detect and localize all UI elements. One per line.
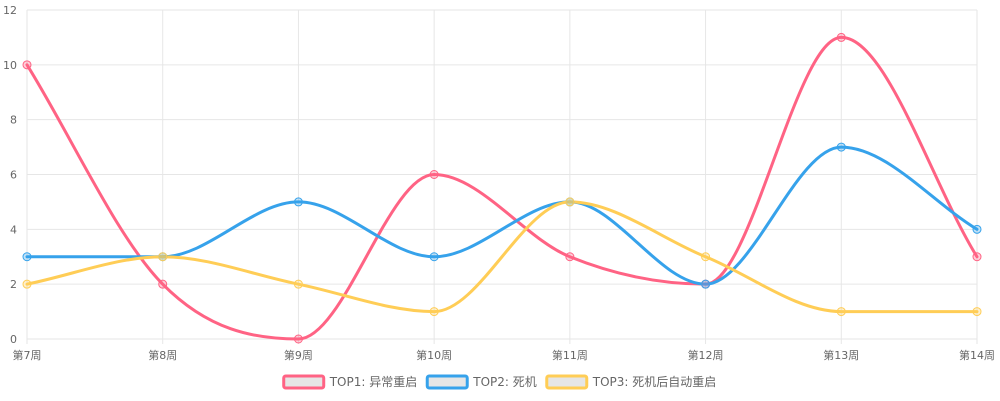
y-tick-label: 12 bbox=[3, 4, 17, 17]
data-point-series-3 bbox=[836, 307, 846, 317]
series-line-2 bbox=[25, 145, 979, 286]
legend-swatch-2 bbox=[425, 374, 469, 390]
data-point-series-1 bbox=[972, 252, 982, 262]
data-point-series-3 bbox=[701, 252, 711, 262]
data-point-series-1 bbox=[429, 170, 439, 179]
x-tick-label: 第7周 bbox=[13, 348, 42, 362]
x-axis-ticks: 第7周 第8周 第9周 第10周 第11周 第12周 第13周 第14周 bbox=[13, 348, 996, 362]
legend-label-2: TOP2: 死机 bbox=[472, 375, 537, 389]
y-tick-label: 4 bbox=[10, 223, 17, 236]
data-point-series-2 bbox=[836, 142, 846, 152]
series-layer bbox=[22, 32, 982, 344]
data-point-series-1 bbox=[836, 32, 846, 42]
data-point-series-3 bbox=[429, 307, 439, 317]
legend-swatch-1 bbox=[282, 374, 326, 390]
data-point-series-1 bbox=[158, 279, 168, 289]
data-point-series-2 bbox=[293, 197, 303, 207]
legend-swatch-3 bbox=[545, 374, 589, 390]
grid-layer bbox=[26, 9, 978, 344]
y-tick-label: 0 bbox=[10, 333, 17, 346]
legend-label-1: TOP1: 异常重启 bbox=[329, 375, 418, 389]
data-point-series-3 bbox=[565, 197, 575, 207]
y-tick-label: 10 bbox=[3, 59, 17, 72]
legend-label-3: TOP3: 死机后自动重启 bbox=[592, 375, 717, 389]
data-point-series-2 bbox=[972, 224, 982, 234]
data-point-series-2 bbox=[22, 252, 32, 262]
legend: TOP1: 异常重启 TOP2: 死机 TOP3: 死机后自动重启 bbox=[282, 374, 717, 390]
data-point-series-2 bbox=[701, 279, 711, 289]
data-point-series-1 bbox=[22, 60, 32, 70]
data-point-series-3 bbox=[158, 252, 168, 262]
data-point-series-1 bbox=[293, 334, 303, 344]
x-tick-label: 第14周 bbox=[959, 348, 995, 362]
y-tick-label: 6 bbox=[10, 169, 17, 182]
y-axis-ticks: 0 2 4 6 8 10 12 bbox=[3, 4, 17, 346]
data-point-series-2 bbox=[429, 252, 439, 262]
y-tick-label: 8 bbox=[10, 114, 17, 127]
data-point-series-1 bbox=[565, 252, 575, 262]
x-tick-label: 第11周 bbox=[552, 348, 588, 362]
data-point-series-3 bbox=[22, 279, 32, 289]
x-tick-label: 第13周 bbox=[823, 348, 859, 362]
x-tick-label: 第10周 bbox=[416, 348, 452, 362]
data-point-series-3 bbox=[972, 307, 982, 317]
y-tick-label: 2 bbox=[10, 278, 17, 291]
x-tick-label: 第9周 bbox=[284, 348, 313, 362]
x-tick-label: 第12周 bbox=[688, 348, 724, 362]
data-point-series-3 bbox=[293, 279, 303, 289]
series-line-3 bbox=[25, 200, 979, 314]
x-tick-label: 第8周 bbox=[148, 348, 177, 362]
series-line-1 bbox=[25, 35, 979, 341]
